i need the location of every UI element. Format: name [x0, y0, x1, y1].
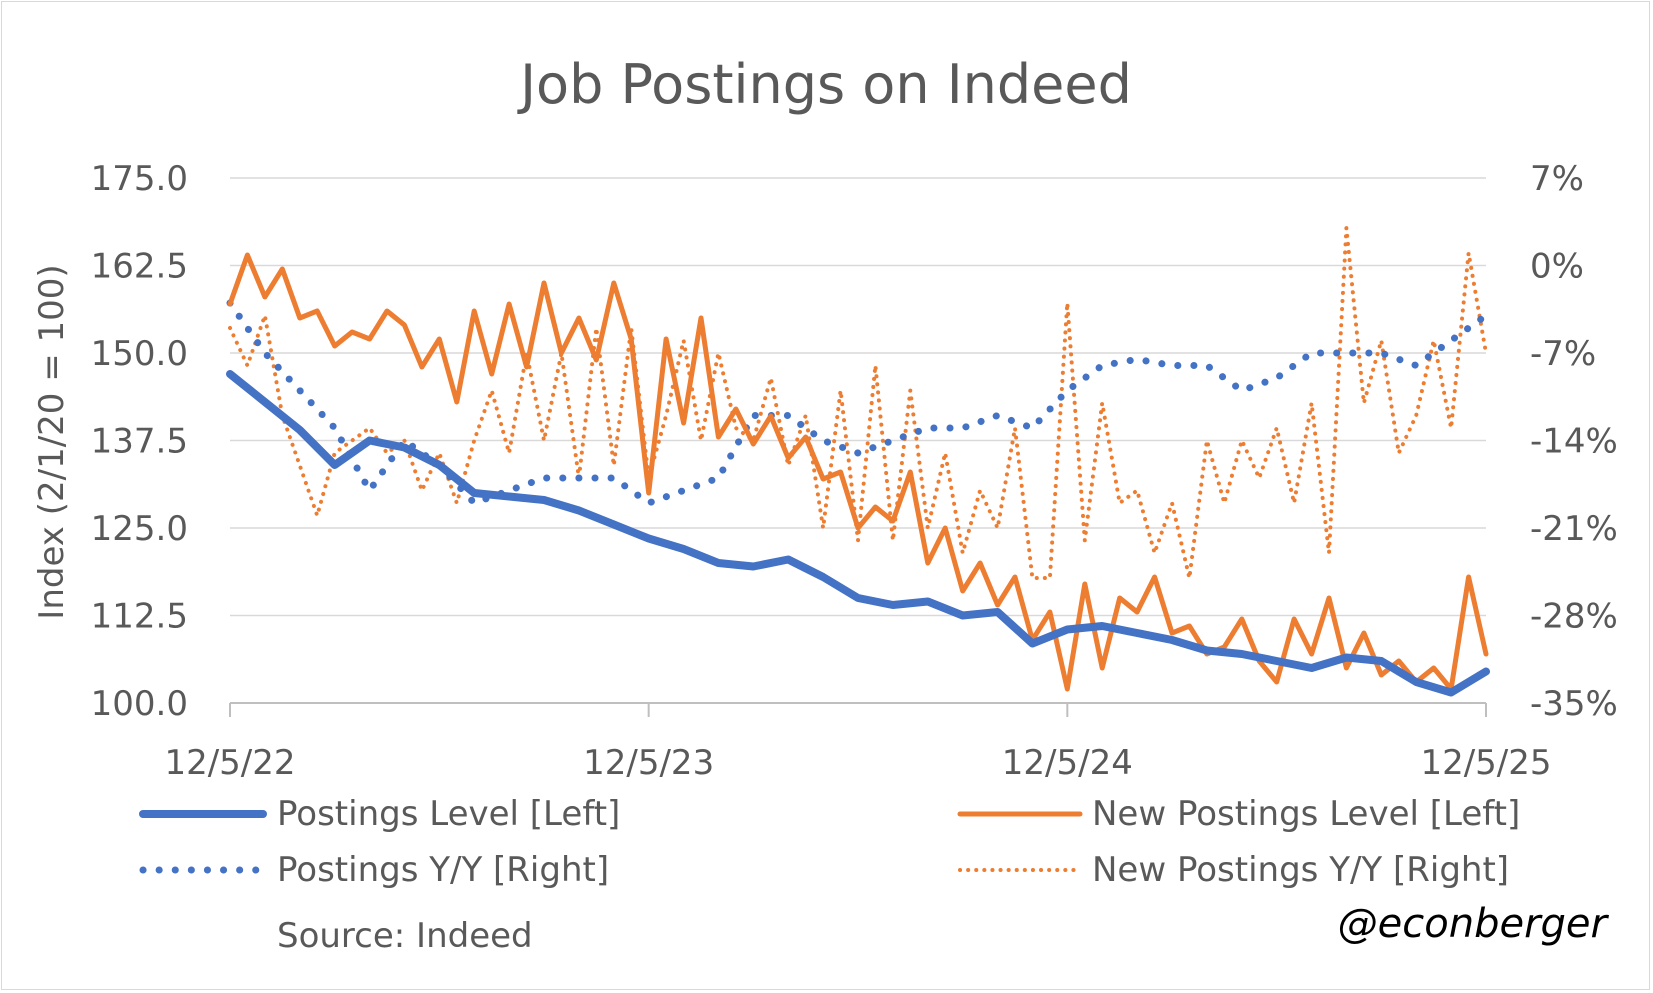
axis-ticks: 175.0 7% 162.5 0% 150.0 -7% 137.5 -14% 125.0 -21%…	[91, 159, 1618, 783]
author-signature: @econberger	[1338, 901, 1610, 947]
x-tick-label: 12/5/25	[1420, 743, 1551, 783]
y-right-tick-label: -7%	[1530, 334, 1596, 374]
y-axis-label: Index (2/1/20 = 100)	[32, 264, 72, 619]
x-tick-label: 12/5/23	[583, 743, 714, 783]
y-left-tick-label: 125.0	[91, 509, 188, 549]
source-note: Source: Indeed	[277, 916, 533, 956]
legend-label-new-postings-level: New Postings Level [Left]	[1092, 794, 1520, 834]
y-left-tick-label: 175.0	[91, 159, 188, 199]
y-left-tick-label: 150.0	[91, 334, 188, 374]
series-line-postings-y-y-right	[226, 299, 1490, 507]
y-right-tick-label: -14%	[1530, 422, 1618, 462]
y-left-tick-label: 162.5	[91, 247, 188, 287]
series-line-new-postings-level-left	[227, 252, 1489, 692]
series-lines	[226, 226, 1490, 697]
y-right-tick-label: 0%	[1530, 247, 1584, 287]
legend-label-postings-level: Postings Level [Left]	[277, 794, 620, 834]
series-line-postings-level-left	[226, 370, 1490, 697]
y-left-tick-label: 112.5	[91, 597, 188, 637]
chart-title: Job Postings on Indeed	[517, 53, 1132, 116]
legend-label-new-postings-yy: New Postings Y/Y [Right]	[1092, 850, 1509, 890]
y-right-tick-label: -28%	[1530, 597, 1618, 637]
y-left-tick-label: 100.0	[91, 684, 188, 724]
x-tick-label: 12/5/24	[1002, 743, 1133, 783]
legend-label-postings-yy: Postings Y/Y [Right]	[277, 850, 609, 890]
y-left-tick-label: 137.5	[91, 422, 188, 462]
y-right-tick-label: 7%	[1530, 159, 1584, 199]
x-tick-label: 12/5/22	[164, 743, 295, 783]
y-right-tick-label: -21%	[1530, 509, 1618, 549]
series-line-new-postings-y-y-right	[228, 226, 1488, 580]
y-right-tick-label: -35%	[1530, 684, 1618, 724]
legend: Postings Level [Left] New Postings Level…	[139, 794, 1520, 956]
gridlines	[229, 177, 1487, 717]
